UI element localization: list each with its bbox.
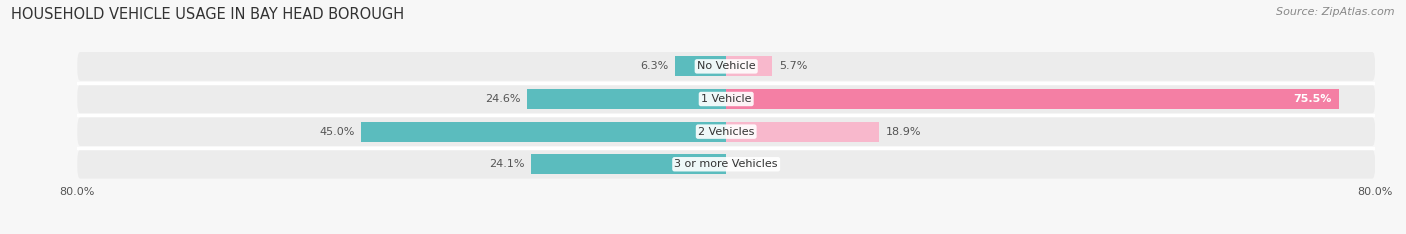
Text: 45.0%: 45.0% [319,127,354,137]
Text: 0.0%: 0.0% [733,159,761,169]
Bar [361,121,727,142]
FancyBboxPatch shape [77,85,1375,113]
Legend: Owner-occupied, Renter-occupied: Owner-occupied, Renter-occupied [605,229,848,234]
Text: Source: ZipAtlas.com: Source: ZipAtlas.com [1277,7,1395,17]
Bar [727,89,1339,109]
Text: 24.1%: 24.1% [489,159,524,169]
Bar [727,121,880,142]
Text: 6.3%: 6.3% [640,61,669,71]
Bar [527,89,727,109]
FancyBboxPatch shape [77,150,1375,179]
Text: No Vehicle: No Vehicle [697,61,755,71]
Text: 3 or more Vehicles: 3 or more Vehicles [675,159,778,169]
Text: 1 Vehicle: 1 Vehicle [702,94,751,104]
FancyBboxPatch shape [77,117,1375,146]
Text: 75.5%: 75.5% [1294,94,1331,104]
Text: 24.6%: 24.6% [485,94,520,104]
Text: 5.7%: 5.7% [779,61,807,71]
Text: 2 Vehicles: 2 Vehicles [697,127,755,137]
Text: 18.9%: 18.9% [886,127,921,137]
Bar [530,154,727,174]
Bar [727,56,772,77]
FancyBboxPatch shape [77,52,1375,81]
Text: HOUSEHOLD VEHICLE USAGE IN BAY HEAD BOROUGH: HOUSEHOLD VEHICLE USAGE IN BAY HEAD BORO… [11,7,405,22]
Bar [675,56,727,77]
